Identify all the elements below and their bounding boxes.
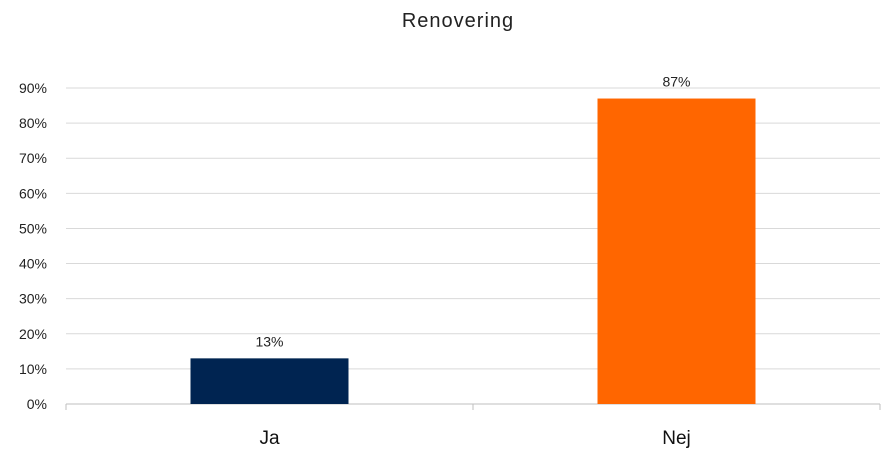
y-tick-label: 10% (19, 361, 47, 377)
category-label: Nej (662, 428, 691, 449)
bar-nej (597, 98, 756, 405)
y-tick-label: 60% (19, 185, 47, 201)
y-tick-label: 40% (19, 256, 47, 272)
data-label: 13% (255, 333, 283, 349)
data-label: 87% (662, 74, 690, 90)
y-tick-label: 0% (27, 396, 47, 412)
y-tick-label: 50% (19, 220, 47, 236)
chart-title: Renovering (402, 10, 514, 32)
bar-ja (190, 358, 349, 404)
y-tick-label: 70% (19, 150, 47, 166)
y-axis-tick-labels: 0% 10% 20% 30% 40% 50% 60% 70% 80% 90% (19, 80, 47, 412)
category-labels: Ja Nej (259, 428, 690, 449)
y-tick-label: 20% (19, 326, 47, 342)
y-tick-label: 30% (19, 291, 47, 307)
gridlines (66, 87, 880, 370)
category-label: Ja (259, 428, 280, 449)
x-axis (65, 403, 881, 410)
y-tick-label: 90% (19, 80, 47, 96)
bars (190, 98, 756, 405)
y-tick-label: 80% (19, 115, 47, 131)
data-labels: 13% 87% (255, 74, 690, 350)
